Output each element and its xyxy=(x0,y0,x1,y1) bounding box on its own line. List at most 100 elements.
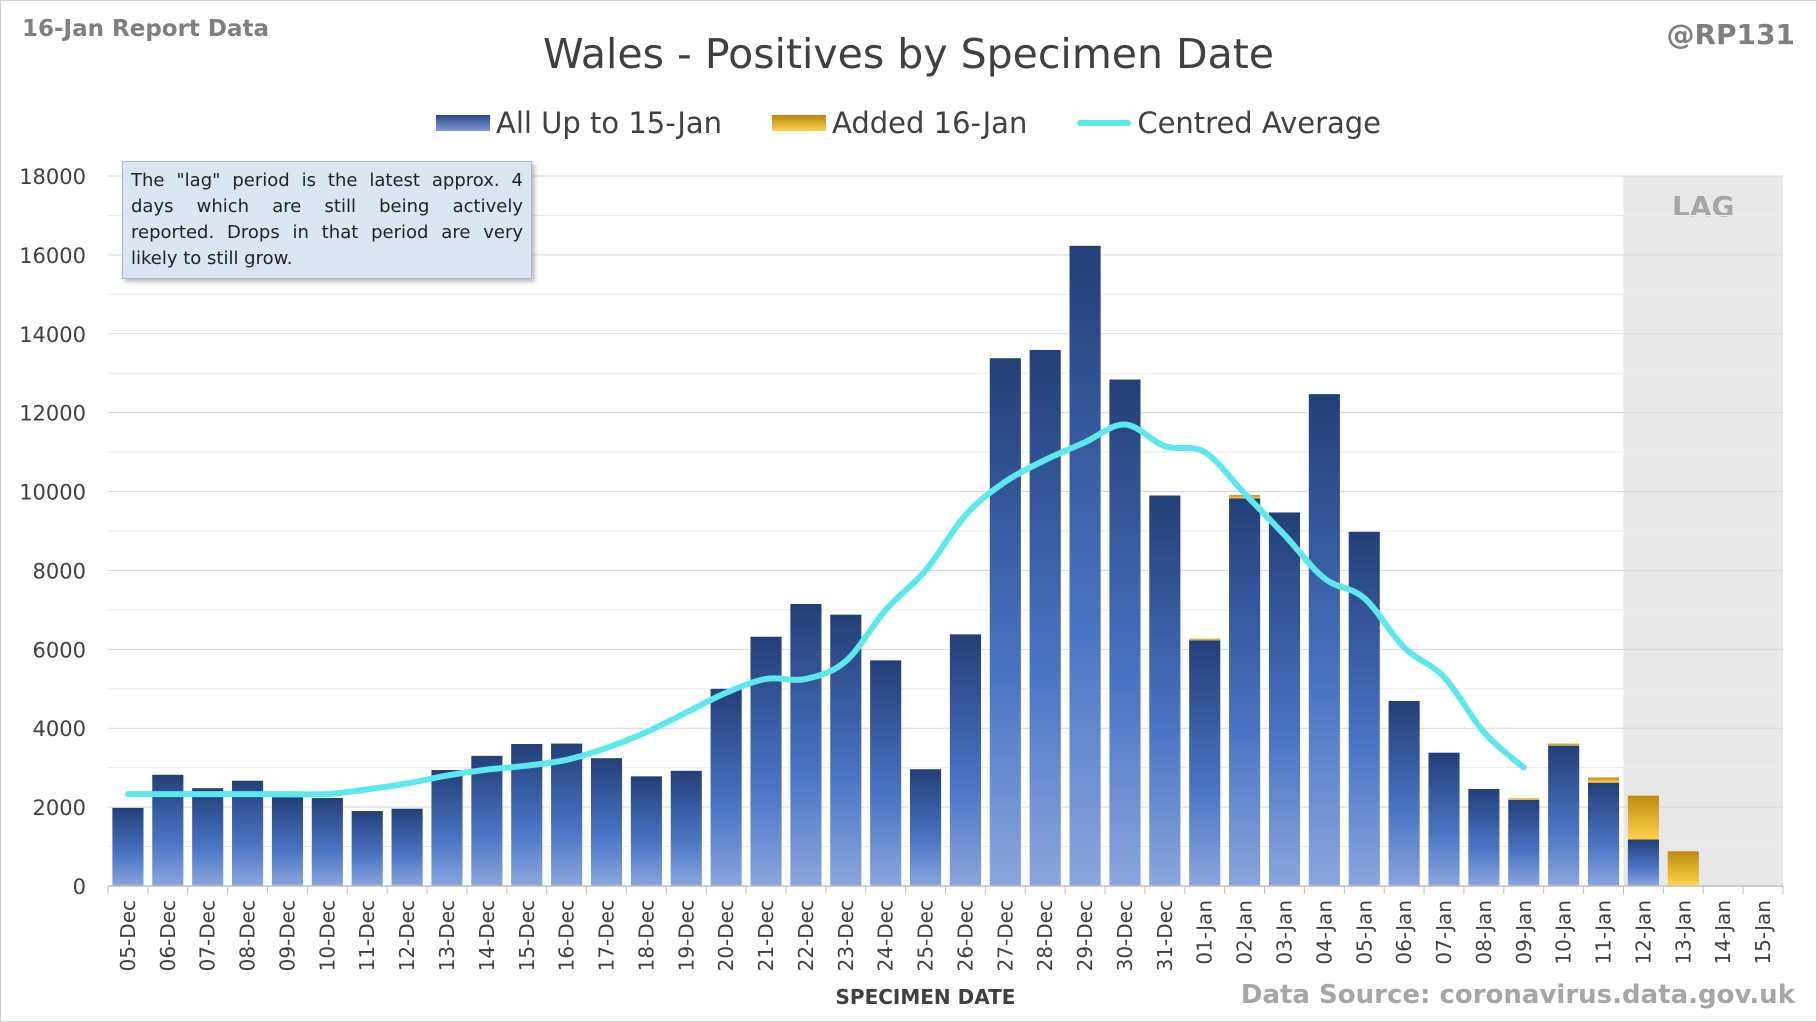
bar-added xyxy=(1548,743,1580,746)
legend-item-added: Added 16-Jan xyxy=(772,106,1027,140)
bar-all xyxy=(1428,752,1460,886)
bar-all xyxy=(1109,379,1141,886)
x-tick-label: 05-Jan xyxy=(1352,900,1376,965)
x-tick-label: 19-Dec xyxy=(674,900,698,971)
legend-label-added: Added 16-Jan xyxy=(832,106,1028,140)
x-tick-label: 29-Dec xyxy=(1073,900,1097,971)
bar-all xyxy=(1348,531,1380,886)
author-handle: @RP131 xyxy=(1666,18,1795,51)
x-tick-label: 23-Dec xyxy=(834,900,858,971)
bar-all xyxy=(271,797,304,886)
x-tick-label: 27-Dec xyxy=(993,900,1017,971)
data-source: Data Source: coronavirus.data.gov.uk xyxy=(1240,980,1795,1010)
bar-all xyxy=(1627,839,1659,886)
x-tick-label: 06-Jan xyxy=(1392,900,1416,965)
x-tick-label: 14-Jan xyxy=(1711,900,1735,965)
y-tick-label: 6000 xyxy=(33,638,86,662)
x-tick-label: 30-Dec xyxy=(1113,900,1137,971)
bar-all xyxy=(1468,788,1500,886)
bar-all xyxy=(1388,701,1420,886)
x-tick-label: 20-Dec xyxy=(714,900,738,971)
y-tick-label: 16000 xyxy=(19,244,86,268)
y-tick-label: 0 xyxy=(73,875,86,899)
x-tick-label: 12-Jan xyxy=(1631,900,1655,965)
legend: All Up to 15-Jan Added 16-Jan Centred Av… xyxy=(0,106,1817,140)
x-tick-label: 28-Dec xyxy=(1033,900,1057,971)
x-tick-label: 08-Dec xyxy=(236,900,260,971)
x-tick-label: 10-Jan xyxy=(1552,900,1576,965)
bar-all xyxy=(630,776,662,886)
y-tick-label: 2000 xyxy=(33,796,86,820)
x-tick-label: 24-Dec xyxy=(874,900,898,971)
y-tick-label: 8000 xyxy=(33,559,86,583)
chart-title: Wales - Positives by Specimen Date xyxy=(542,30,1275,78)
y-tick-label: 18000 xyxy=(19,165,86,189)
bar-all xyxy=(910,769,942,886)
bar-all xyxy=(1587,782,1620,886)
bar-all xyxy=(1029,349,1061,886)
x-tick-label: 21-Dec xyxy=(754,900,778,971)
bar-all xyxy=(1308,394,1340,886)
x-tick-label: 15-Dec xyxy=(515,900,539,971)
bar-all xyxy=(232,780,264,886)
x-tick-label: 11-Dec xyxy=(355,900,379,971)
bar-all xyxy=(710,688,742,886)
lag-note: The "lag" period is the latest approx. 4… xyxy=(122,161,532,279)
bar-added xyxy=(1189,638,1221,641)
bar-all xyxy=(1189,640,1221,886)
x-tick-label: 12-Dec xyxy=(395,900,419,971)
legend-swatch-blue xyxy=(435,115,490,131)
x-tick-label: 31-Dec xyxy=(1153,900,1177,971)
x-tick-label: 16-Dec xyxy=(555,900,579,971)
report-label: 16-Jan Report Data xyxy=(22,16,270,42)
y-tick-label: 14000 xyxy=(19,323,86,347)
x-tick-label: 04-Jan xyxy=(1312,900,1336,965)
bar-all xyxy=(1229,498,1261,886)
x-tick-label: 01-Jan xyxy=(1193,900,1217,965)
x-tick-label: 09-Dec xyxy=(275,900,299,971)
bar-all xyxy=(112,807,144,886)
bar-added xyxy=(1587,777,1620,783)
bar-all xyxy=(790,603,822,886)
bar-all xyxy=(949,634,981,886)
x-tick-label: 08-Jan xyxy=(1472,900,1496,965)
bar-all xyxy=(750,636,782,886)
bar-all xyxy=(1069,245,1101,887)
bar-all xyxy=(989,358,1021,886)
bar-all xyxy=(192,788,224,886)
bar-all xyxy=(1149,495,1181,886)
x-tick-label: 17-Dec xyxy=(595,900,619,971)
y-tick-label: 12000 xyxy=(19,402,86,426)
bar-added xyxy=(1508,798,1540,801)
bar-all xyxy=(471,755,503,886)
x-tick-label: 13-Jan xyxy=(1671,900,1695,965)
bar-all xyxy=(830,614,862,886)
bar-all xyxy=(1508,800,1540,886)
legend-swatch-line xyxy=(1077,120,1132,126)
x-tick-label: 07-Jan xyxy=(1432,900,1456,965)
lag-label: LAG xyxy=(1672,190,1735,223)
x-tick-label: 06-Dec xyxy=(156,900,180,971)
bar-added xyxy=(1667,851,1699,886)
x-tick-label: 26-Dec xyxy=(953,900,977,971)
y-tick-label: 10000 xyxy=(19,481,86,505)
x-tick-label: 05-Dec xyxy=(116,900,140,971)
x-tick-label: 11-Jan xyxy=(1592,900,1616,965)
bar-all xyxy=(431,770,463,886)
bar-all xyxy=(590,758,623,886)
x-axis-title: SPECIMEN DATE xyxy=(836,985,1016,1009)
x-tick-label: 25-Dec xyxy=(914,900,938,971)
x-tick-label: 07-Dec xyxy=(196,900,220,971)
x-tick-label: 09-Jan xyxy=(1512,900,1536,965)
legend-swatch-gold xyxy=(772,115,827,131)
average-line xyxy=(124,421,1527,798)
x-tick-label: 18-Dec xyxy=(634,900,658,971)
legend-label-average: Centred Average xyxy=(1137,106,1382,140)
bar-all xyxy=(1548,745,1580,886)
x-tick-label: 02-Jan xyxy=(1233,900,1257,965)
bar-added xyxy=(1627,795,1659,840)
bar-all xyxy=(1268,512,1301,886)
x-tick-label: 22-Dec xyxy=(794,900,818,971)
bar-all xyxy=(351,811,383,886)
x-tick-label: 13-Dec xyxy=(435,900,459,971)
